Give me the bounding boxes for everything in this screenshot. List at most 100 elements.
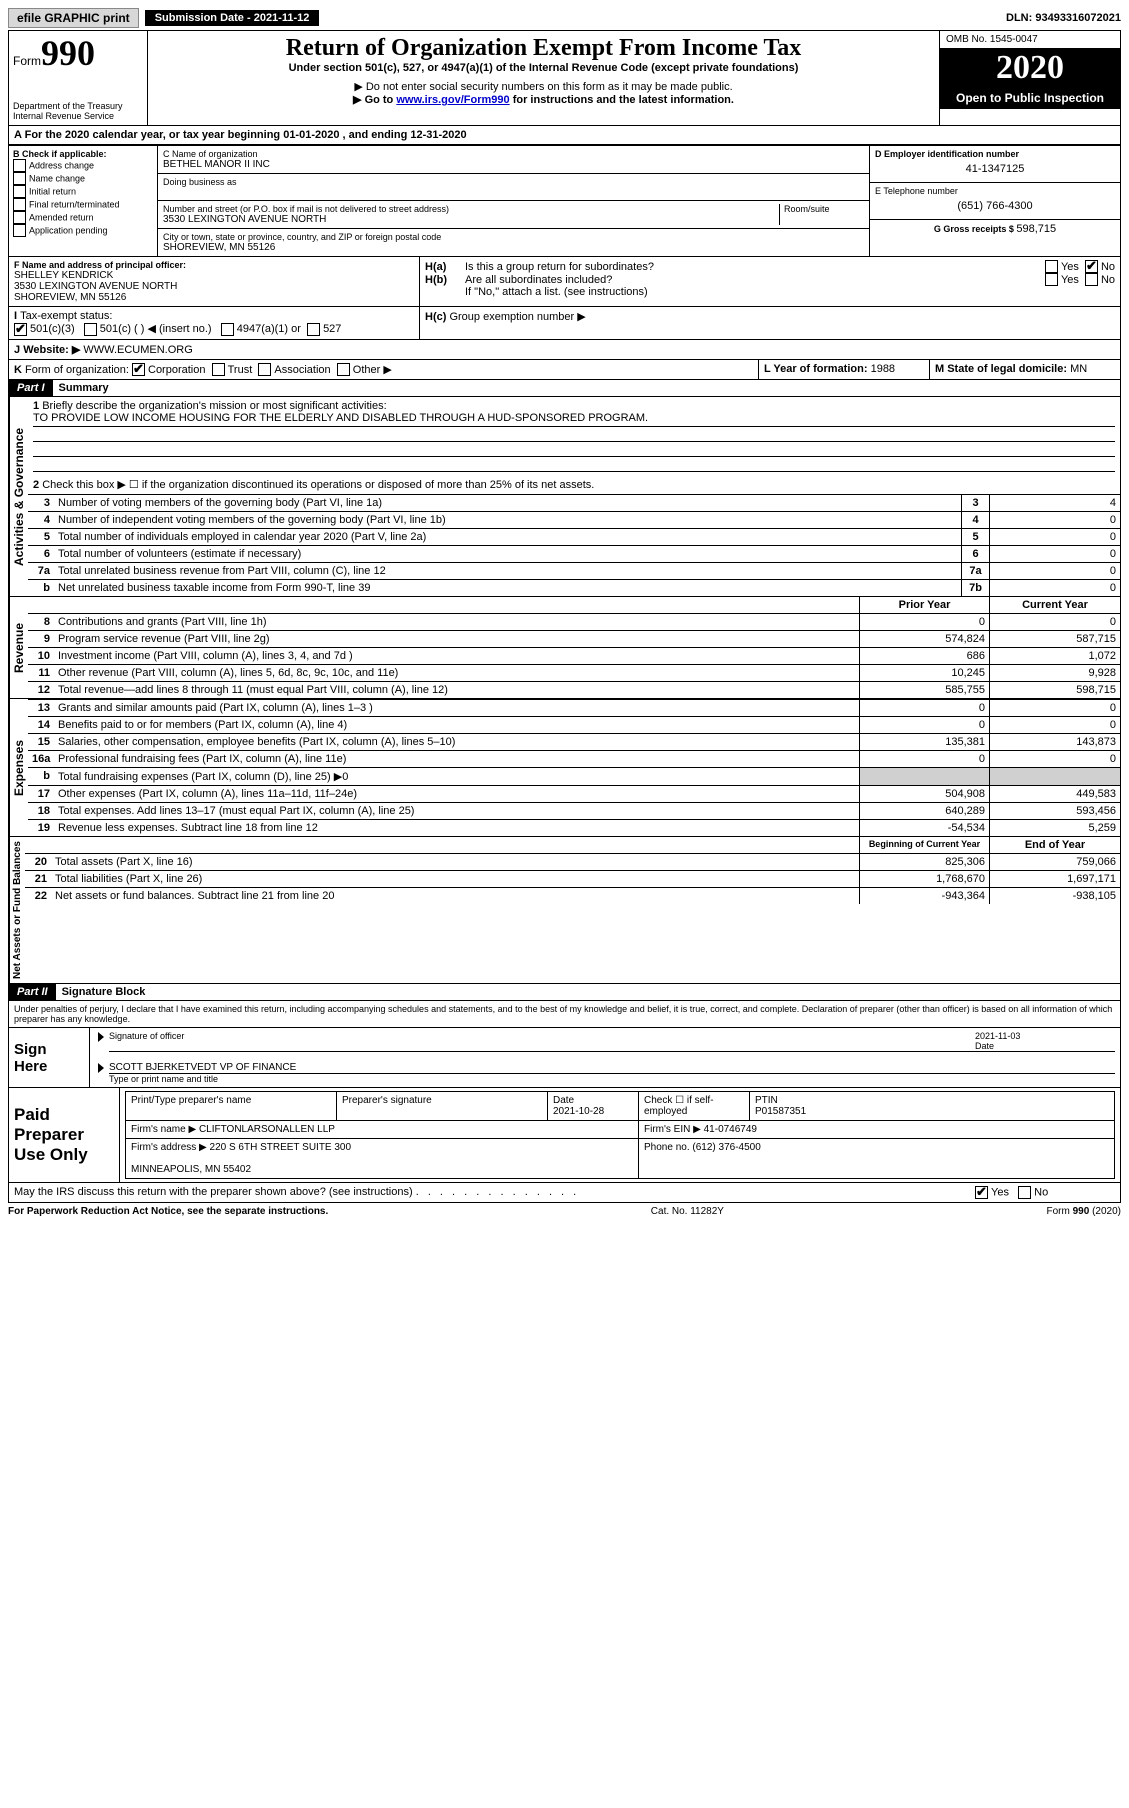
line-num: 17 (28, 785, 54, 802)
firm-phone-label: Phone no. (644, 1142, 690, 1153)
name-change-checkbox[interactable] (13, 172, 26, 185)
prep-check: Check ☐ if self-employed (644, 1095, 714, 1117)
tax-year: 2020 (940, 49, 1120, 87)
501c3-label: 501(c)(3) (30, 323, 75, 335)
col-current-year: Current Year (990, 597, 1120, 613)
firm-addr-label: Firm's address ▶ (131, 1142, 207, 1153)
yes-label: Yes (1061, 261, 1079, 273)
current-year-value (990, 767, 1120, 785)
line-desc: Contributions and grants (Part VIII, lin… (54, 613, 860, 630)
sig-date-val: 2021-11-03 (975, 1031, 1115, 1041)
ha-question: Is this a group return for subordinates? (465, 261, 1045, 273)
website-label: Website: ▶ (23, 344, 80, 356)
address-change-checkbox[interactable] (13, 159, 26, 172)
hb-yes-checkbox[interactable] (1045, 273, 1058, 286)
street-address: 3530 LEXINGTON AVENUE NORTH (163, 214, 779, 225)
line-box: 6 (962, 545, 990, 562)
arrow-icon (98, 1032, 104, 1042)
part2-header: Part II (9, 984, 56, 1000)
ein-label: D Employer identification number (875, 149, 1115, 159)
form990-link[interactable]: www.irs.gov/Form990 (396, 94, 509, 106)
open-to-public: Open to Public Inspection (940, 87, 1120, 109)
year-formation: 1988 (871, 363, 895, 375)
tax-year-range: For the 2020 calendar year, or tax year … (25, 129, 467, 141)
current-year-value: 143,873 (990, 733, 1120, 750)
initial-return-checkbox[interactable] (13, 185, 26, 198)
phone-value: (651) 766-4300 (875, 196, 1115, 216)
discuss-no-checkbox[interactable] (1018, 1186, 1031, 1199)
arrow-icon-2 (98, 1063, 104, 1073)
phone-label: E Telephone number (875, 186, 1115, 196)
submission-date: Submission Date - 2021-11-12 (145, 10, 320, 26)
hb-no-checkbox[interactable] (1085, 273, 1098, 286)
type-name-label: Type or print name and title (109, 1074, 1115, 1084)
officer-info: SHELLEY KENDRICK 3530 LEXINGTON AVENUE N… (14, 270, 414, 303)
527-label: 527 (323, 323, 341, 335)
line-num: 5 (28, 528, 54, 545)
website-value: WWW.ECUMEN.ORG (83, 344, 192, 356)
4947-checkbox[interactable] (221, 323, 234, 336)
line-num: 10 (28, 647, 54, 664)
prep-date-label: Date (553, 1095, 574, 1106)
prior-year-value: -54,534 (860, 819, 990, 836)
527-checkbox[interactable] (307, 323, 320, 336)
omb-number: OMB No. 1545-0047 (940, 31, 1120, 49)
other-checkbox[interactable] (337, 363, 350, 376)
year-formation-label: L Year of formation: (764, 363, 868, 375)
line-num: 14 (28, 716, 54, 733)
line-desc: Benefits paid to or for members (Part IX… (54, 716, 860, 733)
assoc-label: Association (274, 364, 330, 376)
line-desc: Net assets or fund balances. Subtract li… (51, 887, 860, 904)
q1-label: Briefly describe the organization's miss… (42, 400, 386, 412)
ha-no-checkbox[interactable] (1085, 260, 1098, 273)
amended-checkbox[interactable] (13, 211, 26, 224)
form-title: Return of Organization Exempt From Incom… (156, 35, 931, 62)
prior-year-value: 585,755 (860, 681, 990, 698)
line-desc: Number of voting members of the governin… (54, 494, 962, 511)
prior-year-value (860, 767, 990, 785)
current-year-value: 449,583 (990, 785, 1120, 802)
line-box: 7b (962, 579, 990, 596)
line-num: 3 (28, 494, 54, 511)
501c-checkbox[interactable] (84, 323, 97, 336)
prior-year-value: 574,824 (860, 630, 990, 647)
app-pending-checkbox[interactable] (13, 224, 26, 237)
gross-label: G Gross receipts $ (934, 224, 1017, 234)
discuss-yes-checkbox[interactable] (975, 1186, 988, 1199)
line-box: 7a (962, 562, 990, 579)
line-desc: Total fundraising expenses (Part IX, col… (54, 767, 860, 785)
prep-sig-label: Preparer's signature (342, 1095, 432, 1106)
col-boy: Beginning of Current Year (860, 837, 990, 853)
assoc-checkbox[interactable] (258, 363, 271, 376)
line-num: 18 (28, 802, 54, 819)
line-box: 4 (962, 511, 990, 528)
ha-yes-checkbox[interactable] (1045, 260, 1058, 273)
yes-label2: Yes (1061, 274, 1079, 286)
line-desc: Total unrelated business revenue from Pa… (54, 562, 962, 579)
prior-year-value: 504,908 (860, 785, 990, 802)
current-year-value: 593,456 (990, 802, 1120, 819)
prior-year-value: 0 (860, 613, 990, 630)
goto-pre: ▶ Go to (353, 94, 396, 106)
part2-subtitle: Signature Block (56, 984, 152, 1000)
final-return-checkbox[interactable] (13, 198, 26, 211)
line-desc: Other expenses (Part IX, column (A), lin… (54, 785, 860, 802)
opt-amended: Amended return (29, 212, 94, 222)
current-year-value: 0 (990, 750, 1120, 767)
line-num: 4 (28, 511, 54, 528)
trust-checkbox[interactable] (212, 363, 225, 376)
hb-question: Are all subordinates included? (465, 274, 1045, 286)
footer-right: Form 990 (2020) (1047, 1206, 1121, 1217)
501c3-checkbox[interactable] (14, 323, 27, 336)
firm-ein-label: Firm's EIN ▶ (644, 1124, 701, 1135)
note-no-ssn: ▶ Do not enter social security numbers o… (156, 80, 931, 93)
vlabel-expenses: Expenses (9, 699, 28, 836)
check-applicable: B Check if applicable: (13, 149, 153, 159)
corp-checkbox[interactable] (132, 363, 145, 376)
room-label: Room/suite (784, 204, 864, 214)
line-num: 16a (28, 750, 54, 767)
current-year-value: 0 (990, 699, 1120, 716)
dept-label: Department of the Treasury Internal Reve… (13, 101, 143, 121)
prior-year-value: 640,289 (860, 802, 990, 819)
no-label: No (1101, 261, 1115, 273)
